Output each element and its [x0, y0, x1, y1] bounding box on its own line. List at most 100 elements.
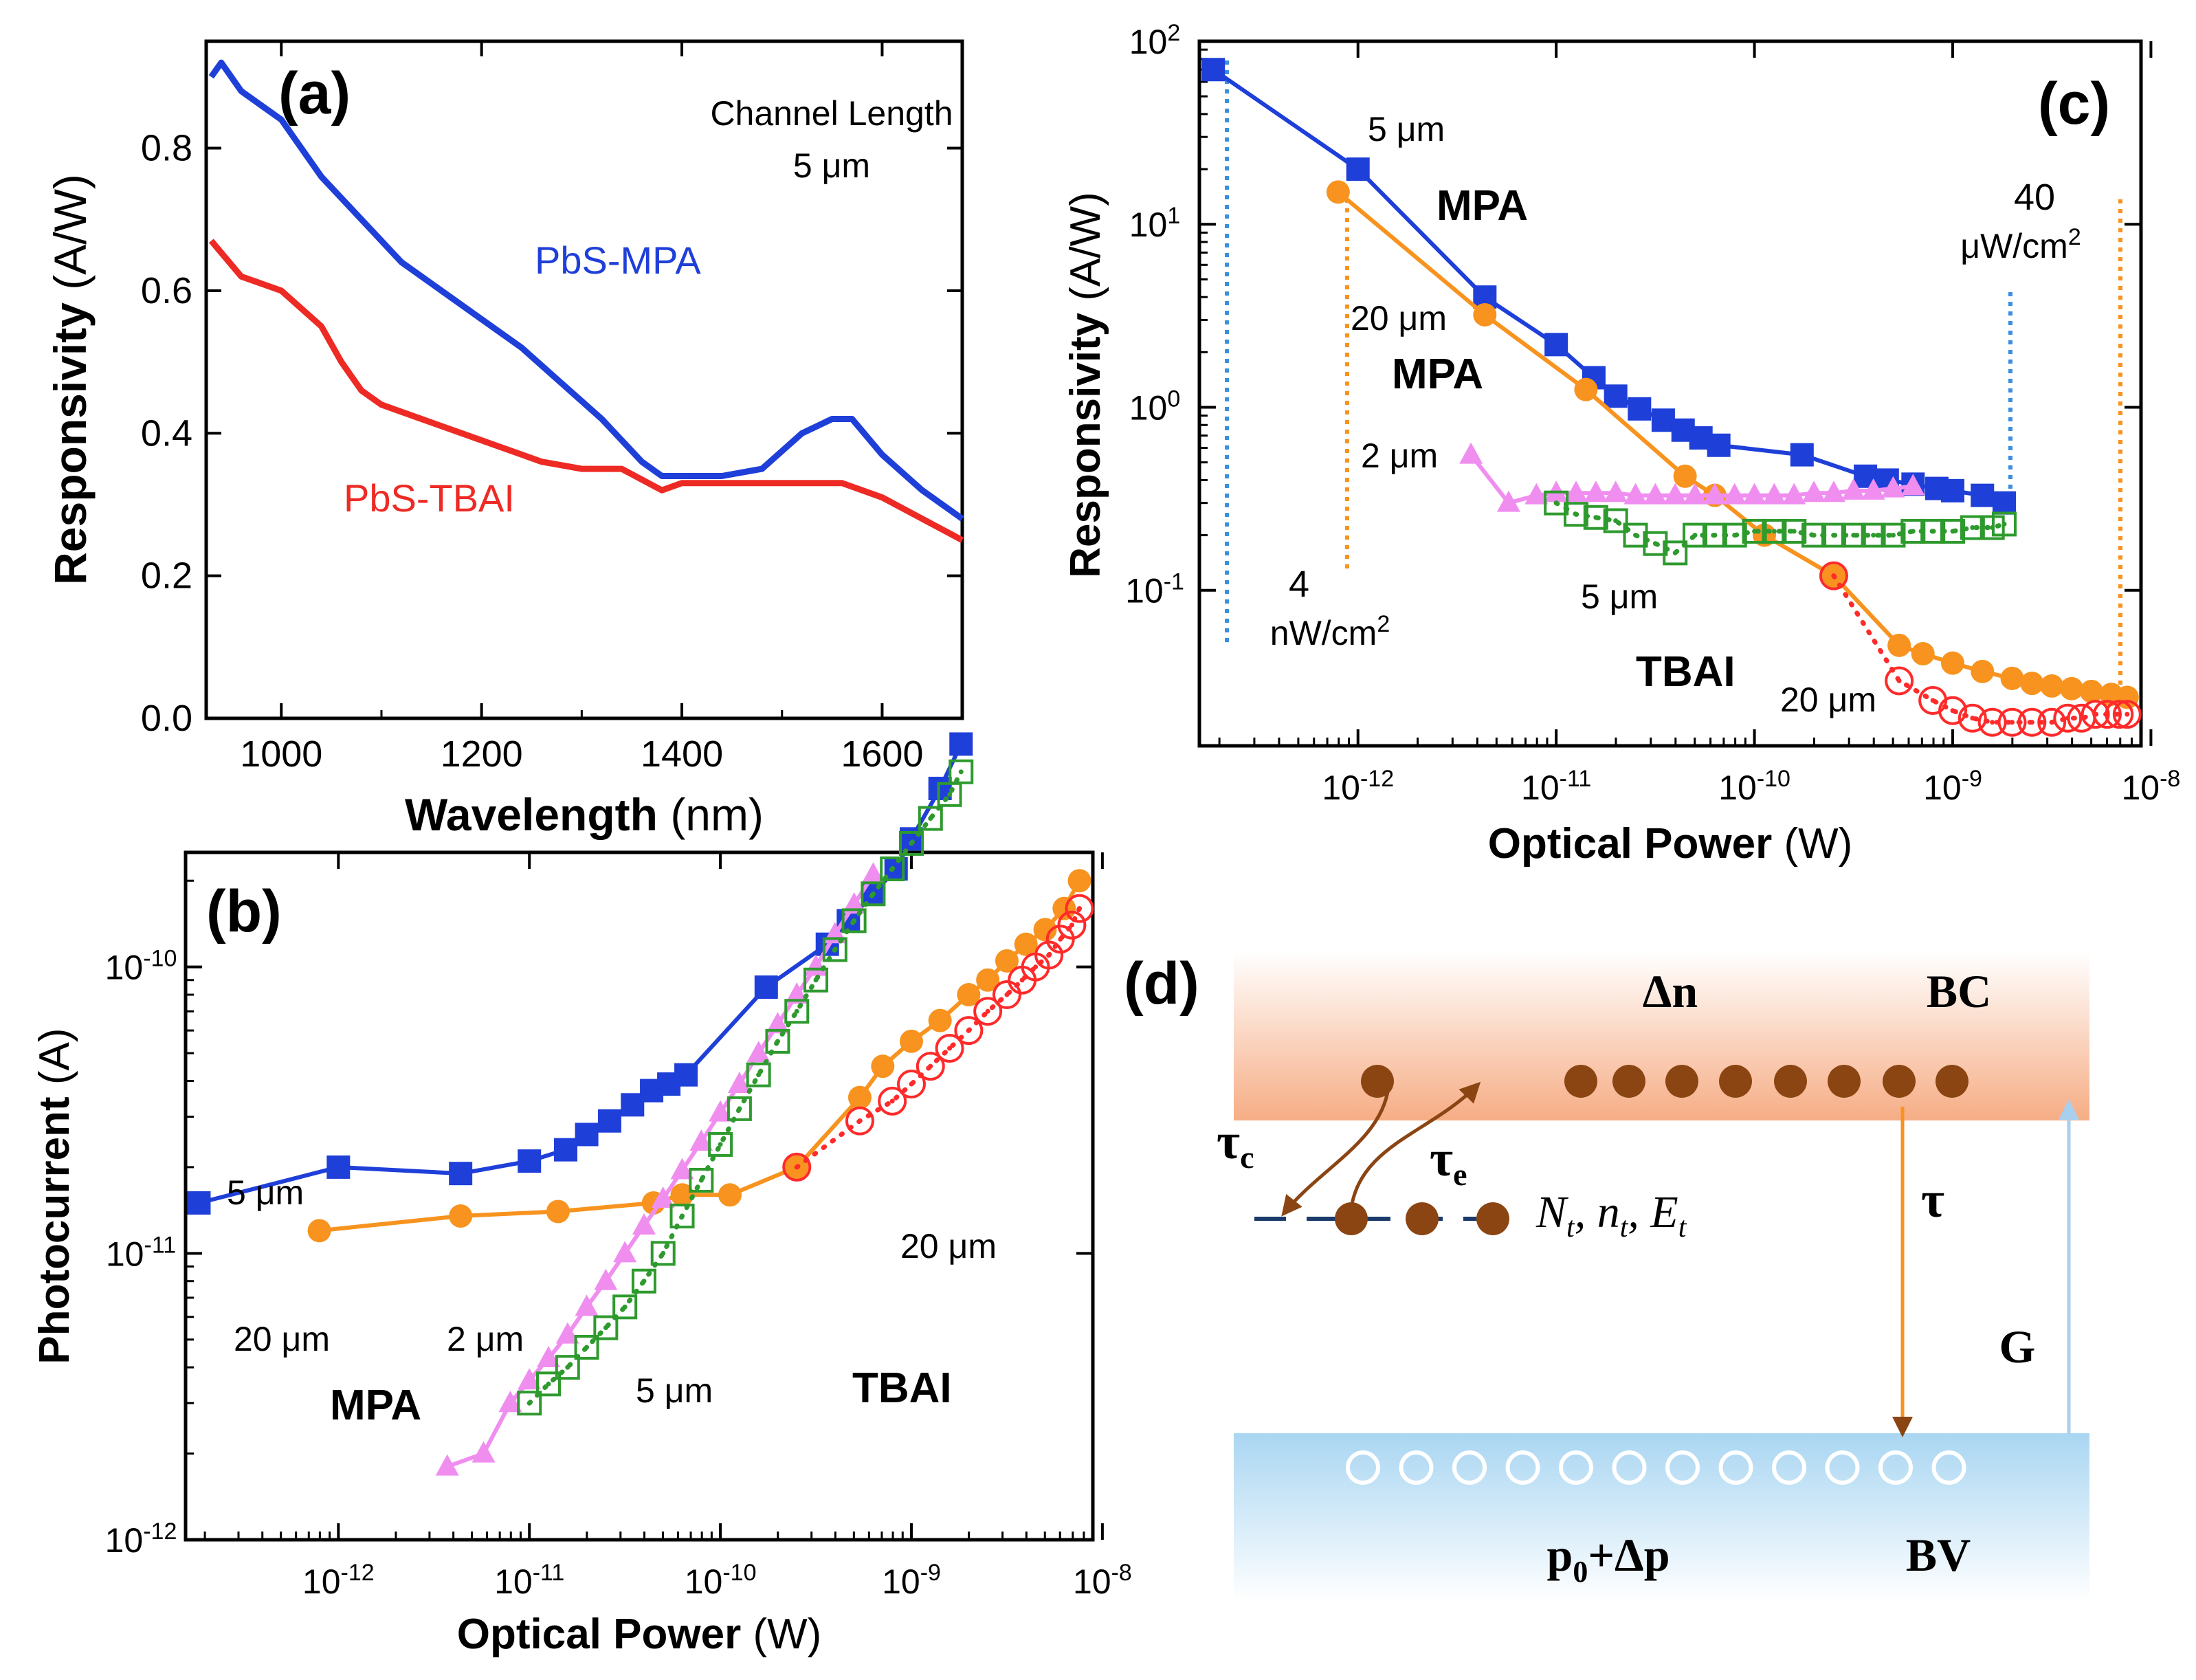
b-y-tick-label: 10-11: [106, 1232, 176, 1273]
c-point-green-dot: [1890, 533, 1896, 538]
hole: [1505, 1450, 1540, 1485]
holes-label: p0+Δp: [1546, 1529, 1670, 1589]
b-point-redOpen: [1057, 910, 1087, 940]
c-point-green: [1861, 522, 1886, 548]
trapped-electron: [1476, 1202, 1509, 1235]
c-point-pink: [1459, 442, 1483, 464]
panel-b: 10-12 10-11 10-10 10-9 10-8 10-12 10-11 10-10 (…: [31, 732, 1132, 1658]
b-y-tick-label: 10-12: [105, 1518, 177, 1560]
panel-c-y-axis-title: Responsivity (A/W): [1062, 192, 1109, 578]
panel-c-x-axis-title: Optical Power (W): [1488, 820, 1853, 867]
c-point-redOpen-dot: [1930, 698, 1936, 703]
b-point-redOpen: [878, 1086, 907, 1116]
electron: [1936, 1065, 1968, 1098]
c-point-pink: [1861, 478, 1885, 500]
b-point-mpa: [449, 1162, 473, 1186]
b-point-redOpen-dot: [909, 1081, 914, 1087]
c-point-green: [1722, 522, 1747, 548]
b-x-tick-label: 10-8: [1073, 1560, 1132, 1601]
b-point-green-dot: [794, 1008, 799, 1014]
b-point-green-dot: [622, 1304, 628, 1309]
b-point-redOpen: [845, 1106, 874, 1136]
c-x-tick-label: 10-11: [1521, 766, 1591, 807]
c-point-green-dot: [1652, 541, 1658, 546]
c-point-mpa: [1971, 483, 1995, 507]
panel-a-frame: [204, 39, 964, 720]
panel-a-y-axis-title: Responsivity (A/W): [45, 174, 96, 585]
b-point-redOpen: [935, 1033, 964, 1063]
b-point-redOpen: [1065, 894, 1094, 923]
a-y-tick-label: 0.2: [141, 555, 192, 597]
tau-e-label: τe: [1430, 1131, 1467, 1192]
b-point-orange: [995, 949, 1019, 973]
c-point-redOpen: [2112, 700, 2142, 729]
c-point-orange: [2020, 672, 2044, 696]
b-point-redOpen-dot: [1033, 964, 1039, 970]
c-tbai-20um-label: 20 μm: [1780, 681, 1876, 719]
c-x-tick-label: 10-9: [1923, 766, 1982, 807]
c-point-green-dot: [1871, 533, 1876, 538]
c-point-pink: [1703, 483, 1727, 505]
c-low-power-unit: nW/cm2: [1270, 611, 1390, 652]
b-point-pink: [435, 1454, 459, 1476]
a-series-mpa: [208, 59, 964, 522]
b-point-green: [784, 999, 810, 1024]
b-point-redOpen-dot: [857, 1118, 863, 1124]
b-point-green: [822, 937, 847, 962]
b-point-redOpen-dot: [889, 1098, 895, 1104]
c-point-redOpen-dot: [1950, 708, 1955, 714]
c-y-tick-label: 101: [1129, 203, 1181, 244]
b-point-green-dot: [718, 1142, 723, 1147]
b-point-green: [689, 1167, 714, 1193]
b-point-redOpen: [916, 1052, 945, 1081]
c-mpa-top-label: MPA: [1437, 182, 1528, 230]
b-point-green-dot: [737, 1106, 742, 1112]
b-point-mpa: [326, 1155, 351, 1179]
b-point-green-dot: [546, 1381, 551, 1386]
b-point-redOpen: [992, 980, 1021, 1010]
b-point-green-dot: [526, 1400, 532, 1406]
c-point-mpa: [1790, 443, 1814, 467]
panel-c-frame: [1197, 39, 2143, 748]
c-point-green: [1742, 518, 1767, 544]
b-point-redOpen-dot: [985, 1008, 990, 1014]
b-mpa-20um-label: 20 μm: [234, 1320, 330, 1358]
b-point-redOpen-dot: [947, 1046, 953, 1051]
c-point-pink: [1802, 480, 1826, 502]
c-point-orange: [2040, 674, 2064, 698]
b-point-green: [880, 856, 905, 881]
b-point-pink: [613, 1241, 637, 1263]
c-point-green-dot: [1732, 533, 1738, 538]
c-high-power-unit: μW/cm2: [1960, 224, 2081, 265]
b-point-green: [803, 967, 829, 993]
holes-in-bv: [1346, 1450, 1966, 1485]
panel-b-y-axis-title: Photocurrent (A): [31, 1028, 78, 1364]
c-point-orange: [2060, 676, 2084, 700]
b-point-orange: [928, 1008, 952, 1032]
c-point-redOpen-dot: [1896, 678, 1902, 683]
c-point-orange: [1473, 302, 1497, 327]
a-x-tick-label: 1600: [841, 733, 923, 775]
b-line-green: [526, 769, 964, 1406]
c-point-orange: [1673, 464, 1697, 488]
b-point-green: [727, 1096, 752, 1121]
c-point-green-dot: [1593, 515, 1599, 520]
c-point-green-dot: [1791, 529, 1797, 534]
panel-b-label: (b): [206, 878, 282, 944]
panel-d-label: (d): [1124, 951, 1199, 1017]
b-point-green: [631, 1268, 656, 1294]
c-point-green: [1940, 518, 1965, 544]
b-tbai-5um-label: 5 μm: [636, 1371, 713, 1410]
c-point-orange: [2079, 679, 2103, 703]
b-point-pink: [842, 892, 866, 914]
b-point-green: [650, 1241, 676, 1266]
c-point-redOpen-dot: [1990, 720, 1995, 725]
b-point-green: [517, 1391, 542, 1416]
b-point-pink: [709, 1100, 733, 1122]
b-point-orange: [957, 983, 981, 1007]
c-y-tick-label: 100: [1129, 386, 1181, 427]
c-point-green: [1920, 518, 1946, 544]
b-point-mpa: [554, 1138, 578, 1162]
c-point-green: [1900, 518, 1926, 544]
b-point-green: [861, 881, 886, 907]
